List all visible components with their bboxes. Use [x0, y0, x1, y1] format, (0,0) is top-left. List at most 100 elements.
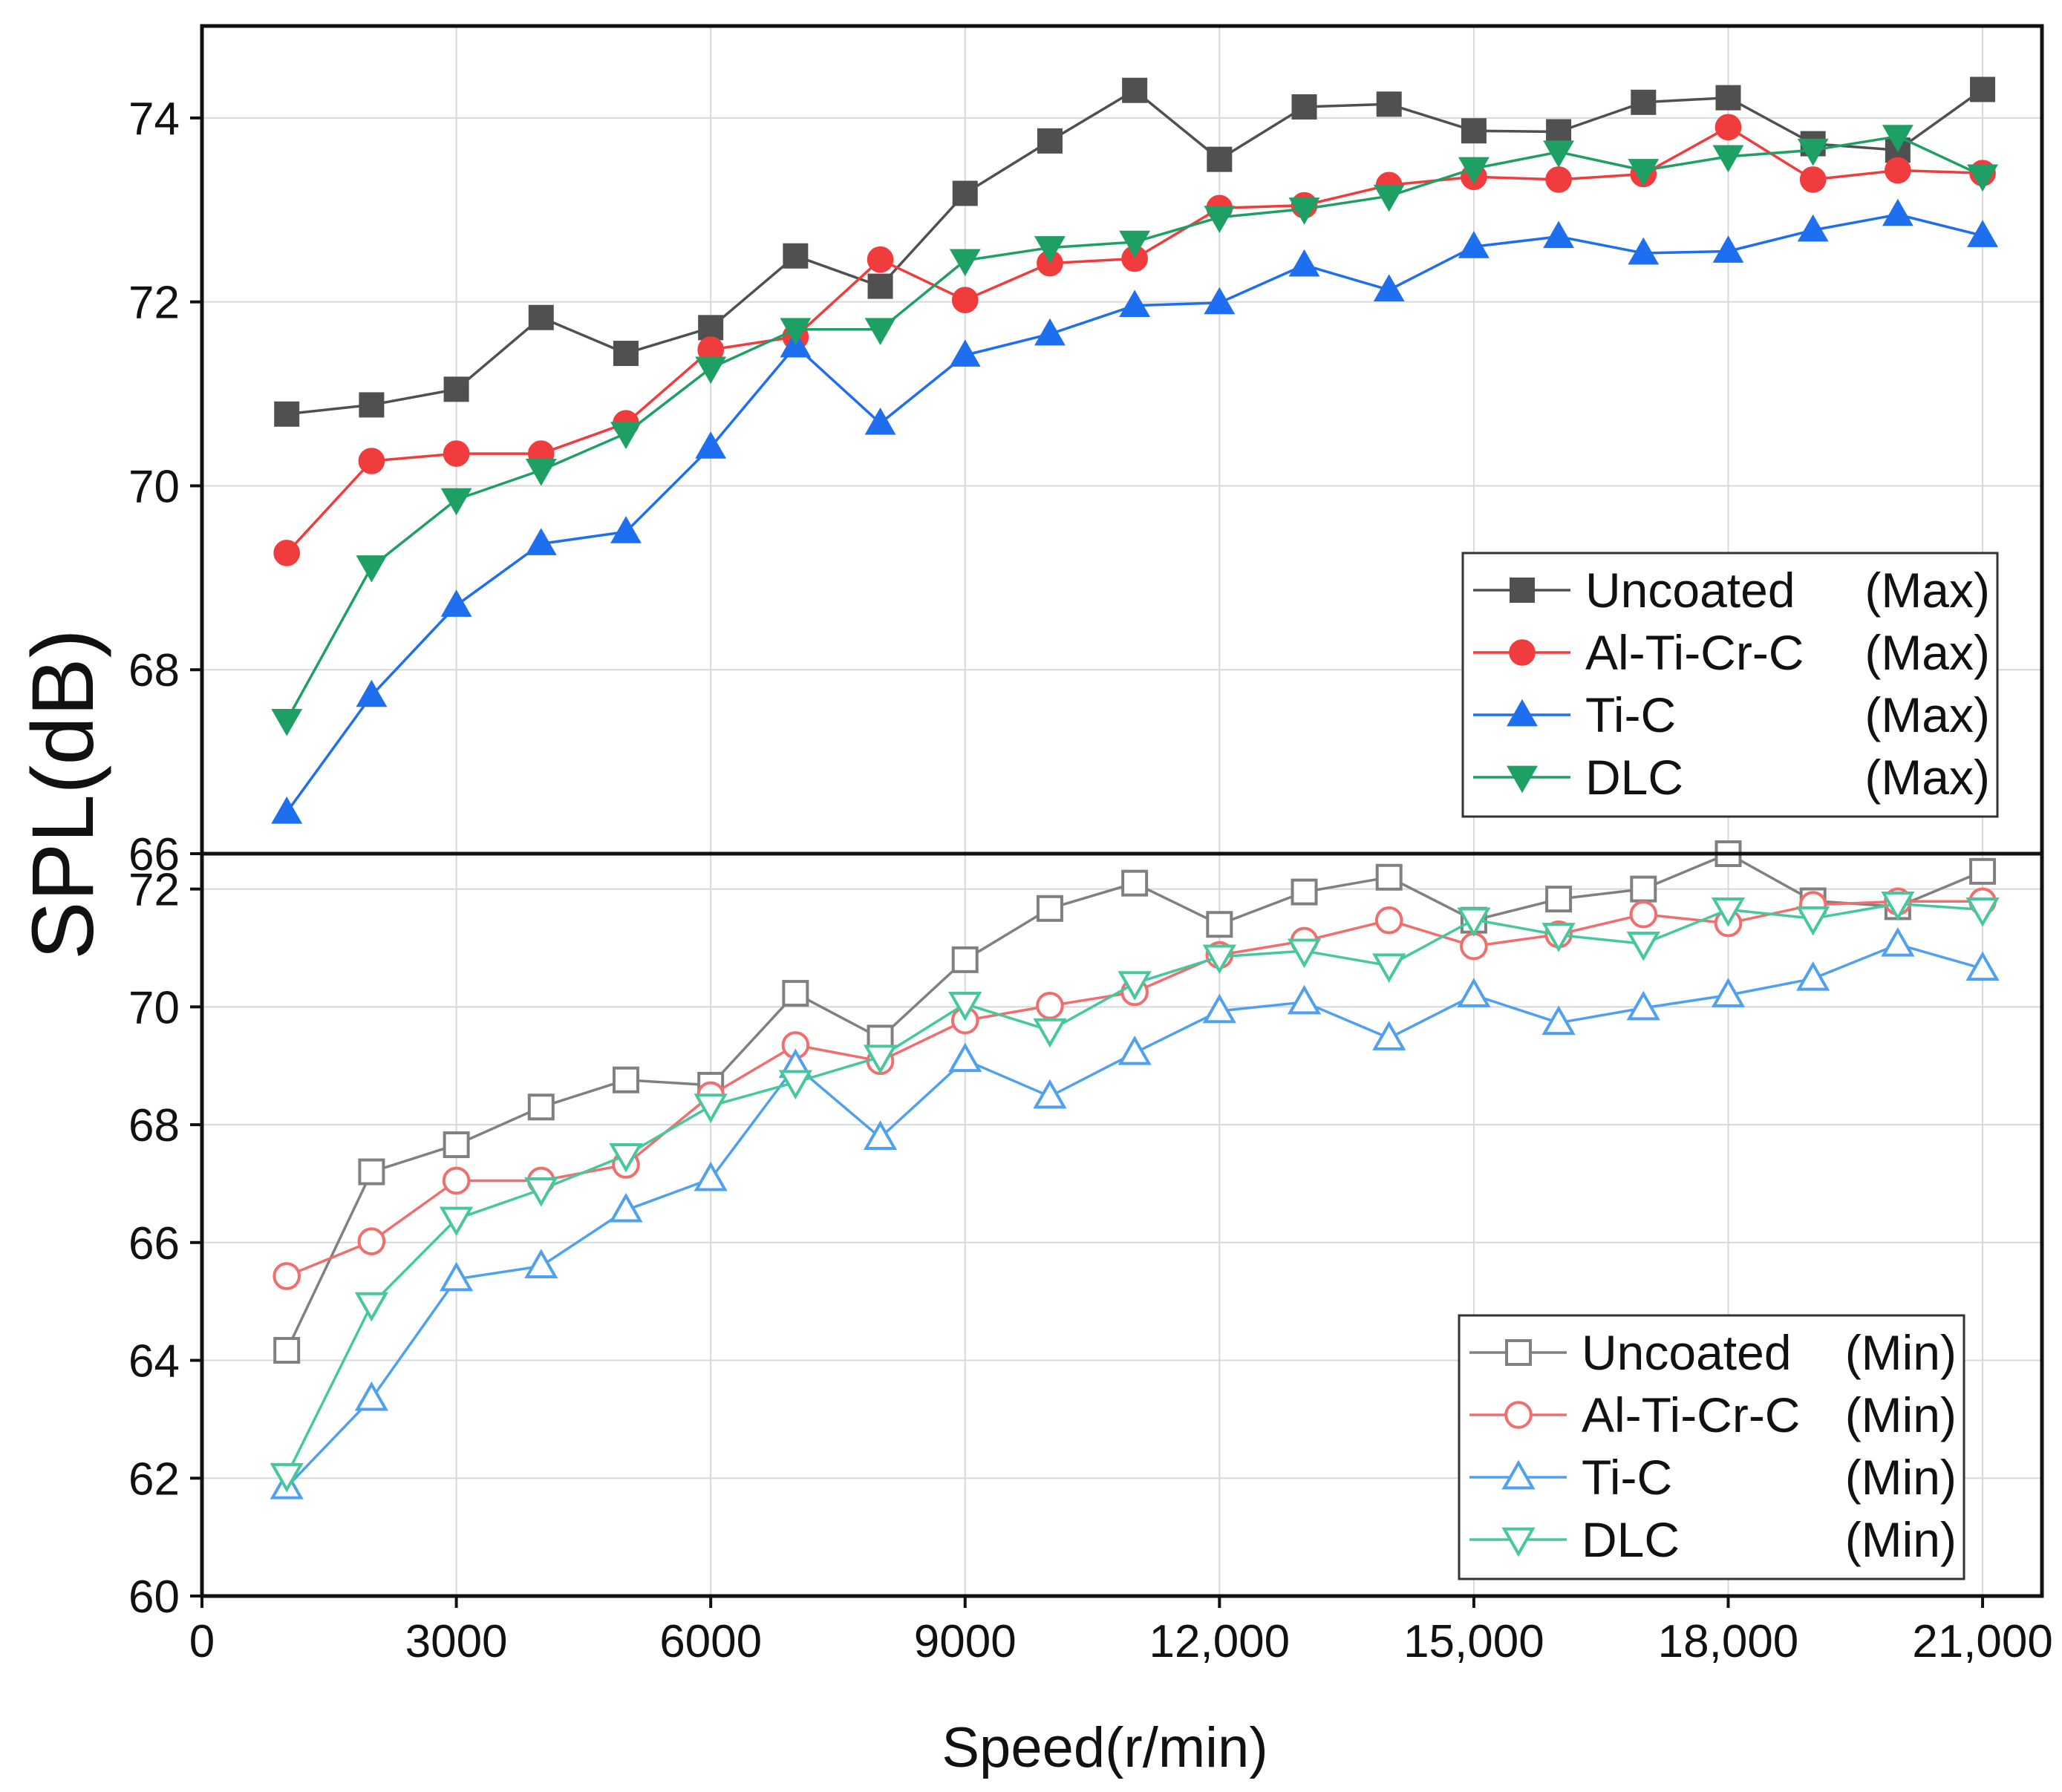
y-tick-label-max: 74 [128, 94, 180, 145]
data-point-max-2-18 [1797, 214, 1829, 242]
y-tick-label-min: 66 [128, 1218, 180, 1269]
data-point-max-1-1 [358, 448, 385, 474]
data-point-min-0-3 [527, 1093, 555, 1121]
data-point-min-2-8 [948, 1042, 982, 1073]
legend-label-min-2: Ti-C [1582, 1450, 1672, 1505]
data-point-min-1-9 [1036, 991, 1064, 1020]
data-point-min-2-19 [1881, 926, 1915, 957]
data-point-min-2-20 [1965, 951, 2000, 981]
data-point-max-0-13 [1376, 91, 1402, 117]
axes-layer: 66 68 70 72 74 60 62 64 66 68 70 72 0 3000 6000 9000 12,… [128, 24, 2053, 1667]
data-point-max-0-3 [528, 304, 554, 330]
data-point-min-3-16 [1626, 932, 1660, 961]
data-point-min-3-0 [270, 1462, 304, 1493]
data-point-min-3-13 [1372, 953, 1406, 984]
x-tick-label: 15,000 [1403, 1616, 1544, 1667]
data-point-min-1-1 [357, 1227, 386, 1256]
data-point-max-3-3 [525, 458, 557, 486]
data-point-min-3-8 [948, 991, 982, 1021]
data-point-max-2-0 [271, 797, 303, 824]
data-point-max-0-11 [1207, 146, 1233, 172]
data-point-max-1-7 [867, 246, 894, 273]
data-point-min-2-16 [1626, 990, 1660, 1021]
data-point-min-2-17 [1711, 978, 1746, 1007]
legend-marker-min-2 [1501, 1459, 1536, 1490]
data-point-min-0-13 [1375, 863, 1403, 891]
panel-frame-min [200, 851, 2044, 1598]
data-point-max-3-4 [610, 422, 642, 450]
data-point-max-3-6 [780, 318, 812, 346]
y-tick-label-min: 60 [128, 1572, 180, 1623]
legend-tag-min-1: (Min) [1845, 1387, 1957, 1442]
x-tick-label: 21,000 [1912, 1616, 2053, 1667]
data-point-min-3-19 [1881, 892, 1915, 921]
data-point-max-0-4 [613, 341, 639, 367]
data-point-max-3-17 [1712, 145, 1744, 173]
x-tick-label: 9000 [914, 1616, 1017, 1667]
data-point-max-3-7 [864, 318, 896, 346]
x-tick-label: 3000 [405, 1616, 508, 1667]
legend-label-min-1: Al-Ti-Cr-C [1582, 1387, 1800, 1442]
data-point-min-0-4 [612, 1066, 639, 1093]
data-point-min-3-15 [1541, 923, 1576, 952]
data-point-max-0-5 [698, 315, 724, 341]
data-point-min-2-18 [1796, 961, 1830, 991]
data-point-max-0-8 [952, 180, 978, 206]
data-point-min-2-4 [609, 1192, 643, 1223]
legend-box-min [1458, 1314, 1965, 1580]
data-point-min-0-1 [358, 1158, 385, 1186]
legend-tag-max-2: (Max) [1864, 687, 1990, 742]
y-tick-label-min: 70 [128, 982, 180, 1033]
data-point-max-1-15 [1545, 166, 1572, 193]
data-point-min-0-16 [1630, 875, 1657, 903]
data-point-min-0-6 [782, 980, 809, 1007]
data-point-max-3-14 [1458, 157, 1490, 185]
data-point-min-1-14 [1460, 932, 1488, 961]
legend-marker-max-2 [1507, 699, 1538, 727]
data-point-min-2-5 [694, 1161, 728, 1191]
data-point-min-3-20 [1965, 897, 2000, 927]
data-point-min-2-15 [1541, 1005, 1576, 1036]
y-axis-title: SPL(dB) [14, 629, 112, 960]
legend-marker-max-0 [1510, 578, 1535, 603]
series-layer [270, 76, 2000, 1500]
x-tick-label: 18,000 [1658, 1616, 1799, 1667]
data-point-min-3-12 [1287, 938, 1322, 969]
data-point-max-2-4 [610, 516, 642, 543]
data-point-max-3-15 [1543, 140, 1575, 168]
data-point-min-2-7 [863, 1120, 898, 1150]
data-point-min-2-12 [1287, 984, 1322, 1015]
legend-tag-min-2: (Min) [1845, 1450, 1957, 1505]
data-point-min-0-2 [443, 1131, 470, 1159]
data-point-max-0-16 [1631, 89, 1657, 115]
data-point-min-2-10 [1118, 1036, 1152, 1065]
x-tick-label: 0 [189, 1616, 215, 1667]
data-point-max-3-10 [1119, 230, 1151, 258]
data-point-min-3-7 [863, 1044, 898, 1075]
data-point-max-3-5 [695, 356, 727, 385]
data-point-max-0-20 [1970, 76, 1996, 102]
legend-tag-min-0: (Min) [1845, 1325, 1957, 1380]
data-point-max-3-16 [1628, 159, 1660, 186]
data-point-max-3-13 [1373, 184, 1405, 212]
data-point-min-1-0 [273, 1262, 301, 1290]
data-point-max-0-17 [1715, 85, 1741, 111]
data-point-max-0-14 [1461, 118, 1487, 144]
data-point-max-0-0 [274, 401, 300, 427]
data-point-min-2-1 [354, 1381, 389, 1411]
legend-label-max-2: Ti-C [1585, 687, 1676, 742]
data-point-min-2-11 [1202, 993, 1236, 1024]
data-point-max-2-16 [1628, 237, 1660, 265]
data-point-max-3-20 [1967, 164, 1998, 192]
y-tick-label-min: 72 [128, 865, 180, 916]
data-point-max-2-10 [1119, 290, 1151, 318]
data-point-min-0-10 [1121, 869, 1149, 897]
legend-tag-min-3: (Min) [1845, 1512, 1957, 1567]
data-point-min-2-9 [1033, 1079, 1067, 1109]
data-point-max-2-13 [1373, 274, 1405, 301]
data-point-max-2-3 [525, 528, 557, 555]
data-point-min-0-8 [951, 946, 979, 973]
data-point-max-2-5 [695, 431, 727, 459]
data-point-min-3-9 [1033, 1018, 1067, 1048]
y-tick-label-min: 64 [128, 1336, 180, 1387]
